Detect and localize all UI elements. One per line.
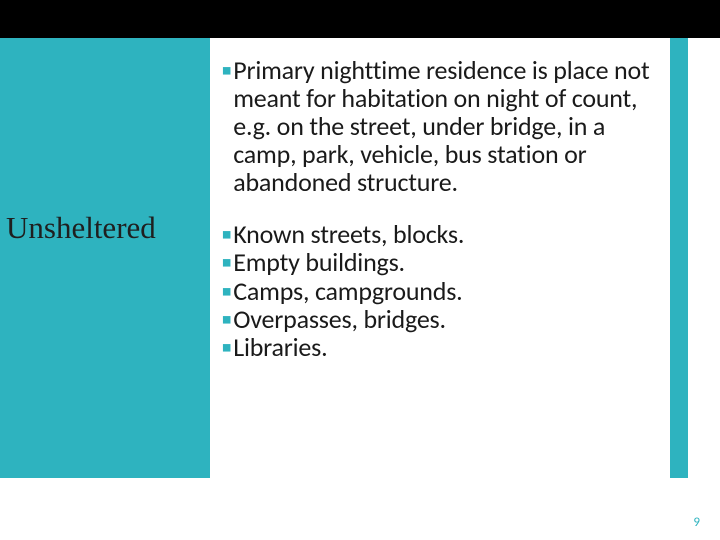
bullet-item: Known streets, blocks. [222,220,662,248]
slide: Unsheltered Primary nighttime residence … [0,0,720,540]
bullet-item: Overpasses, bridges. [222,305,662,333]
bullet-text: Camps, campgrounds. [233,277,462,305]
bullet-square-icon [222,278,231,305]
bullet-item: Camps, campgrounds. [222,277,662,305]
bullet-item: Libraries. [222,333,662,361]
left-teal-panel: Unsheltered [0,38,210,478]
bullet-square-icon [222,306,231,333]
bullet-text: Known streets, blocks. [233,220,464,248]
top-black-bar [0,0,720,38]
bullet-square-icon [222,334,231,361]
bullet-text: Overpasses, bridges. [233,305,446,333]
bullet-text: Primary nighttime residence is place not… [233,56,662,196]
bullet-list: Primary nighttime residence is place not… [222,56,662,361]
bullet-square-icon [222,249,231,276]
bullet-item: Primary nighttime residence is place not… [222,56,662,196]
slide-title: Unsheltered [6,210,206,246]
bullet-text: Empty buildings. [233,248,405,276]
bullet-item: Empty buildings. [222,248,662,276]
bullet-text: Libraries. [233,333,327,361]
bullet-square-icon [222,221,231,248]
right-teal-strip [670,38,688,478]
bullet-square-icon [222,57,231,84]
page-number: 9 [693,515,700,530]
